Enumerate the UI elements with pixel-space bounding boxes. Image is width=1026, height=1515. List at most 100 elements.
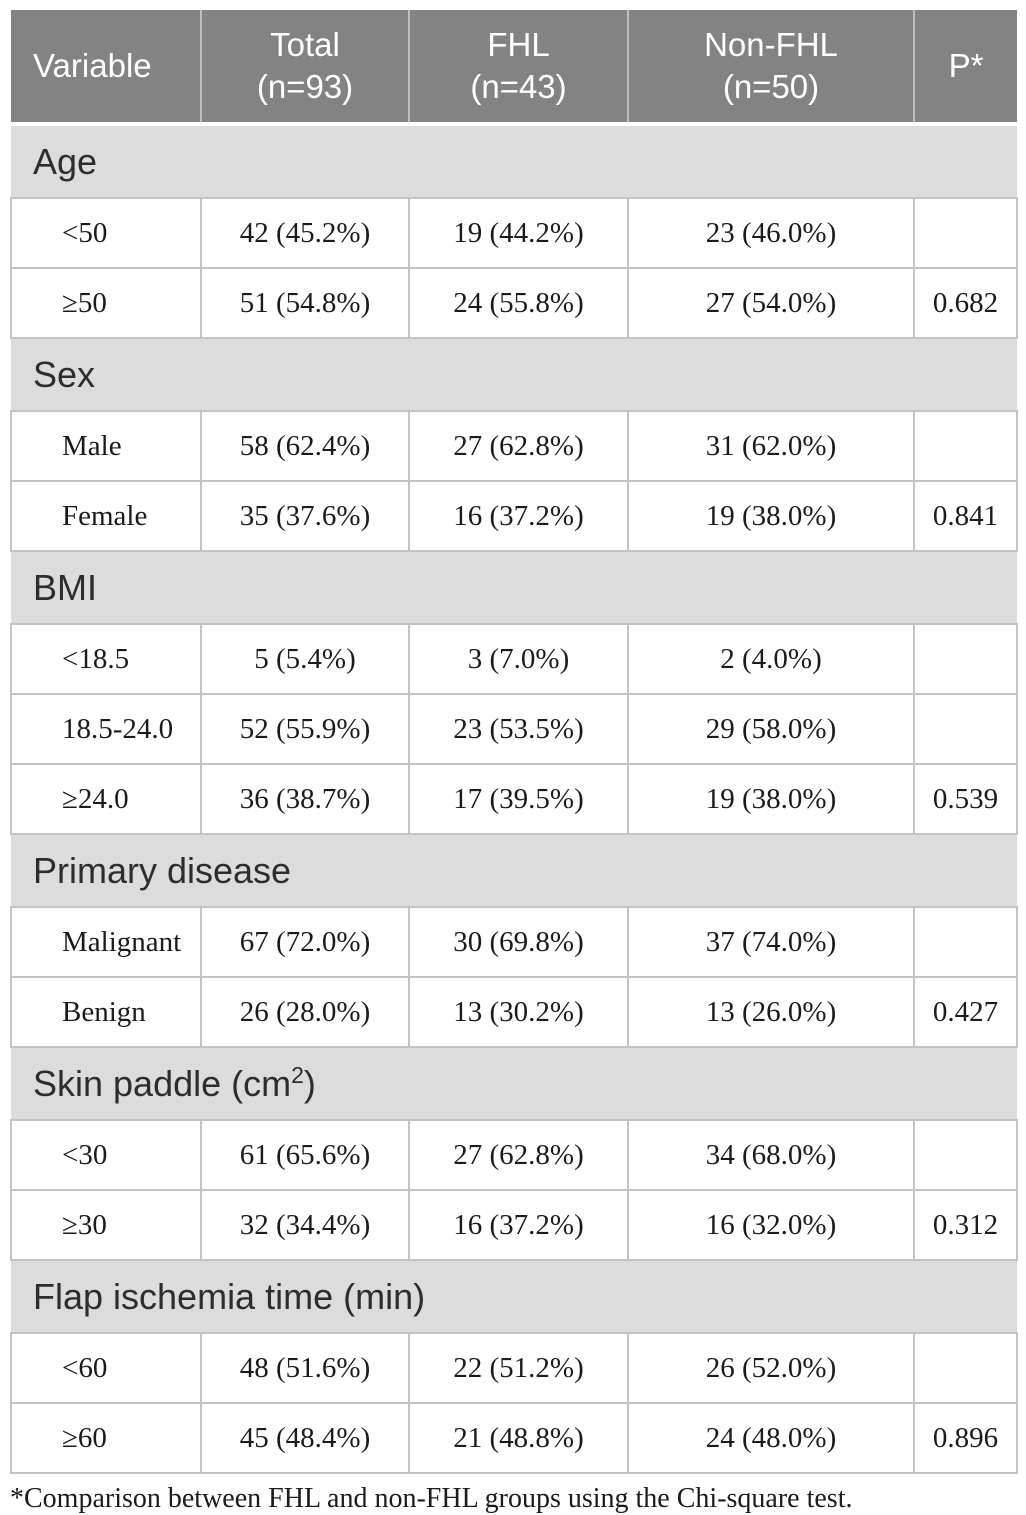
section-row: BMI — [11, 551, 1017, 624]
data-row: ≥24.0 36 (38.7%) 17 (39.5%) 19 (38.0%) 0.539 — [10, 763, 1018, 835]
table-body: Age <50 42 (45.2%) 19 (44.2%) 23 (46.0%) ≥50 5… — [10, 124, 1018, 1474]
data-row: Male 58 (62.4%) 27 (62.8%) 31 (62.0%) — [10, 410, 1018, 482]
cell-fhl: 22 (51.2%) — [408, 1332, 629, 1404]
data-row: Benign 26 (28.0%) 13 (30.2%) 13 (26.0%) 0.42… — [10, 976, 1018, 1048]
data-row: 18.5-24.0 52 (55.9%) 23 (53.5%) 29 (58.0%) — [10, 693, 1018, 765]
section-row: Flap ischemia time (min) — [11, 1260, 1017, 1333]
section-title-superscript: 2 — [291, 1061, 304, 1088]
data-row: ≥60 45 (48.4%) 21 (48.8%) 24 (48.0%) 0.896 — [10, 1402, 1018, 1474]
cell-fhl: 21 (48.8%) — [408, 1402, 629, 1474]
cell-p: 0.841 — [913, 480, 1018, 552]
section-row: Age — [11, 124, 1017, 198]
cell-variable: 18.5-24.0 — [10, 693, 202, 765]
cell-p: 0.682 — [913, 267, 1018, 339]
column-header-line: Variable — [33, 47, 152, 84]
column-header-total: Total (n=93) — [200, 10, 409, 126]
section-title: Sex — [11, 338, 1017, 411]
column-header-line: (n=50) — [722, 68, 820, 105]
cell-fhl: 23 (53.5%) — [408, 693, 629, 765]
section-row: Sex — [11, 338, 1017, 411]
cell-total: 58 (62.4%) — [200, 410, 410, 482]
cell-p — [913, 623, 1018, 695]
section-title: Primary disease — [11, 834, 1017, 907]
column-header-fhl: FHL (n=43) — [408, 10, 628, 126]
section-row: Skin paddle (cm2) — [11, 1047, 1017, 1120]
cell-variable: <50 — [10, 197, 202, 269]
cell-fhl: 19 (44.2%) — [408, 197, 629, 269]
cell-total: 32 (34.4%) — [200, 1189, 410, 1261]
cell-total: 35 (37.6%) — [200, 480, 410, 552]
section-row: Primary disease — [11, 834, 1017, 907]
cell-nonfhl: 29 (58.0%) — [627, 693, 915, 765]
column-header-line: (n=43) — [470, 68, 567, 105]
cell-p — [913, 906, 1018, 978]
cell-total: 48 (51.6%) — [200, 1332, 410, 1404]
cell-variable: ≥24.0 — [10, 763, 202, 835]
cell-total: 26 (28.0%) — [200, 976, 410, 1048]
column-header-line: FHL — [487, 26, 550, 63]
cell-variable: Malignant — [10, 906, 202, 978]
cell-total: 61 (65.6%) — [200, 1119, 410, 1191]
cell-fhl: 24 (55.8%) — [408, 267, 629, 339]
section-title: Age — [11, 124, 1017, 198]
column-header-line: Total — [270, 26, 340, 63]
data-row: <60 48 (51.6%) 22 (51.2%) 26 (52.0%) — [10, 1332, 1018, 1404]
cell-nonfhl: 31 (62.0%) — [627, 410, 915, 482]
cell-total: 67 (72.0%) — [200, 906, 410, 978]
data-row: Female 35 (37.6%) 16 (37.2%) 19 (38.0%) 0.84… — [10, 480, 1018, 552]
column-header-variable: Variable — [11, 10, 201, 126]
cell-fhl: 16 (37.2%) — [408, 480, 629, 552]
cell-variable: Benign — [10, 976, 202, 1048]
section-title: Flap ischemia time (min) — [11, 1260, 1017, 1333]
cell-nonfhl: 26 (52.0%) — [627, 1332, 915, 1404]
cell-fhl: 13 (30.2%) — [408, 976, 629, 1048]
section-title: BMI — [11, 551, 1017, 624]
cell-nonfhl: 13 (26.0%) — [627, 976, 915, 1048]
cell-fhl: 30 (69.8%) — [408, 906, 629, 978]
cell-nonfhl: 2 (4.0%) — [627, 623, 915, 695]
cell-variable: <18.5 — [10, 623, 202, 695]
cell-variable: ≥30 — [10, 1189, 202, 1261]
cell-p: 0.312 — [913, 1189, 1018, 1261]
cell-p — [913, 197, 1018, 269]
cell-total: 52 (55.9%) — [200, 693, 410, 765]
data-row: <50 42 (45.2%) 19 (44.2%) 23 (46.0%) — [10, 197, 1018, 269]
cell-nonfhl: 23 (46.0%) — [627, 197, 915, 269]
comparison-table: Variable Total (n=93) FHL (n=43) Non-FHL (n=50… — [10, 10, 1018, 1474]
column-header-line: Non-FHL — [704, 26, 838, 63]
table-header: Variable Total (n=93) FHL (n=43) Non-FHL (n=50… — [11, 10, 1017, 126]
cell-total: 5 (5.4%) — [200, 623, 410, 695]
cell-nonfhl: 19 (38.0%) — [627, 480, 915, 552]
cell-fhl: 3 (7.0%) — [408, 623, 629, 695]
cell-p — [913, 1119, 1018, 1191]
cell-variable: ≥60 — [10, 1402, 202, 1474]
column-header-nonfhl: Non-FHL (n=50) — [627, 10, 914, 126]
data-row: ≥50 51 (54.8%) 24 (55.8%) 27 (54.0%) 0.682 — [10, 267, 1018, 339]
cell-variable: <30 — [10, 1119, 202, 1191]
header-row: Variable Total (n=93) FHL (n=43) Non-FHL (n=50… — [11, 10, 1017, 126]
cell-p — [913, 693, 1018, 765]
cell-total: 42 (45.2%) — [200, 197, 410, 269]
cell-fhl: 27 (62.8%) — [408, 1119, 629, 1191]
cell-p: 0.427 — [913, 976, 1018, 1048]
cell-nonfhl: 19 (38.0%) — [627, 763, 915, 835]
data-row: <30 61 (65.6%) 27 (62.8%) 34 (68.0%) — [10, 1119, 1018, 1191]
column-header-line: (n=93) — [256, 68, 354, 105]
cell-variable: Female — [10, 480, 202, 552]
data-row: ≥30 32 (34.4%) 16 (37.2%) 16 (32.0%) 0.312 — [10, 1189, 1018, 1261]
data-row: Malignant 67 (72.0%) 30 (69.8%) 37 (74.0%) — [10, 906, 1018, 978]
cell-variable: <60 — [10, 1332, 202, 1404]
section-title: Skin paddle (cm2) — [11, 1047, 1017, 1120]
cell-nonfhl: 37 (74.0%) — [627, 906, 915, 978]
cell-nonfhl: 24 (48.0%) — [627, 1402, 915, 1474]
cell-p: 0.539 — [913, 763, 1018, 835]
cell-p — [913, 1332, 1018, 1404]
column-header-p: P* — [913, 10, 1017, 126]
column-header-line: P* — [948, 47, 984, 84]
cell-fhl: 17 (39.5%) — [408, 763, 629, 835]
cell-total: 45 (48.4%) — [200, 1402, 410, 1474]
cell-variable: ≥50 — [10, 267, 202, 339]
cell-total: 51 (54.8%) — [200, 267, 410, 339]
cell-nonfhl: 16 (32.0%) — [627, 1189, 915, 1261]
